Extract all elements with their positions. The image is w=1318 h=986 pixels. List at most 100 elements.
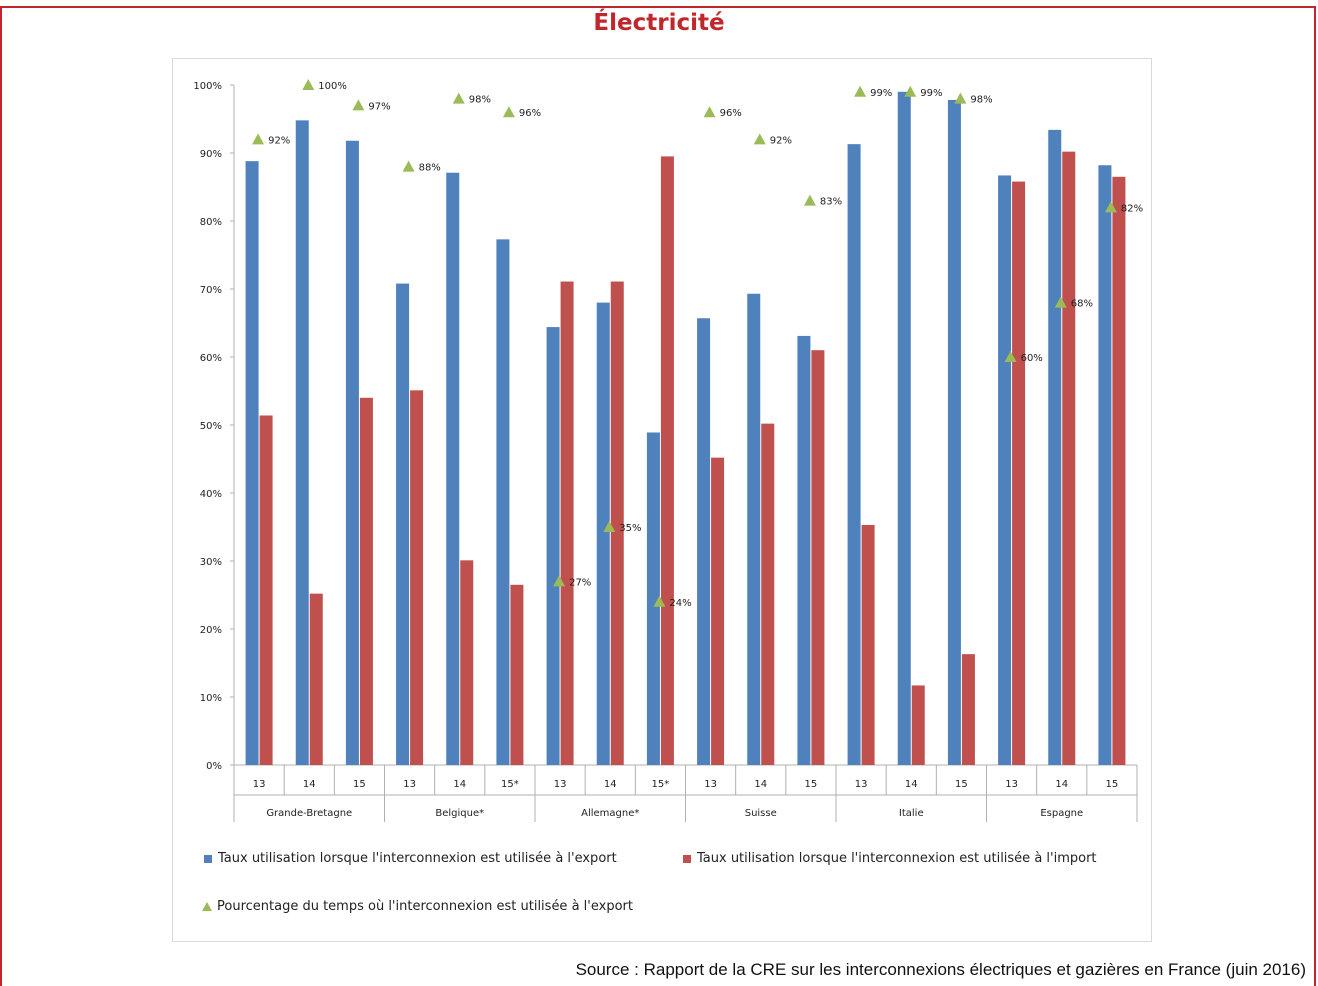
bar-export	[998, 175, 1012, 765]
marker-pct	[352, 99, 365, 111]
y-tick-label: 100%	[193, 81, 222, 92]
x-tick-label-year: 14	[1055, 779, 1068, 790]
x-tick-label-year: 14	[604, 779, 617, 790]
bar-import	[309, 593, 323, 765]
y-tick-label: 90%	[200, 149, 222, 160]
bar-import	[711, 457, 725, 765]
marker-pct	[854, 85, 867, 97]
marker-pct-label: 88%	[419, 163, 441, 174]
x-tick-label-year: 15	[805, 779, 818, 790]
marker-pct-label: 27%	[569, 577, 591, 588]
marker-pct	[302, 79, 315, 90]
marker-pct-label: 98%	[469, 95, 491, 106]
x-tick-label-year: 13	[253, 779, 266, 790]
bar-import	[1112, 176, 1126, 766]
x-tick-label-year: 15	[1106, 779, 1119, 790]
marker-pct-label: 98%	[970, 95, 992, 106]
x-group-label: Suisse	[745, 808, 777, 819]
y-tick-label: 40%	[200, 489, 222, 500]
bar-export	[897, 91, 911, 766]
marker-pct	[603, 521, 616, 532]
marker-pct-label: 68%	[1071, 299, 1093, 310]
bar-export	[1048, 129, 1062, 765]
bar-import	[510, 584, 524, 765]
legend-pct: Pourcentage du temps où l'interconnexion…	[202, 899, 633, 914]
source-note: Source : Rapport de la CRE sur les inter…	[575, 960, 1306, 979]
marker-pct	[252, 133, 265, 145]
bar-import	[610, 281, 624, 765]
bar-export	[1098, 165, 1112, 766]
x-tick-label-year: 15	[955, 779, 968, 790]
y-tick-label: 50%	[200, 421, 222, 432]
marker-pct	[1104, 201, 1117, 213]
x-group-label: Espagne	[1040, 808, 1083, 819]
x-tick-label-year: 15*	[652, 779, 670, 790]
x-group-label: Belgique*	[435, 808, 484, 819]
bar-export	[396, 283, 410, 765]
y-tick-label: 20%	[200, 625, 222, 636]
bar-export	[947, 99, 961, 765]
x-tick-label-year: 14	[754, 779, 767, 790]
bar-import	[861, 524, 875, 765]
bar-export	[446, 172, 460, 766]
marker-pct	[1004, 351, 1017, 362]
bar-import	[560, 281, 574, 765]
marker-pct	[502, 106, 515, 118]
marker-pct-label: 83%	[820, 197, 842, 208]
marker-pct-label: 82%	[1121, 203, 1143, 214]
x-tick-label-year: 14	[303, 779, 316, 790]
page-title: Électricité	[593, 10, 725, 36]
marker-pct	[954, 92, 967, 104]
bar-export	[797, 335, 811, 765]
marker-pct-label: 99%	[870, 88, 892, 99]
bar-export	[646, 432, 660, 765]
marker-pct	[753, 133, 766, 145]
x-tick-label-year: 13	[855, 779, 868, 790]
bar-import	[259, 415, 273, 765]
y-tick-label: 30%	[200, 557, 222, 568]
y-tick-label: 80%	[200, 217, 222, 228]
y-tick-label: 0%	[206, 761, 222, 772]
bar-export	[847, 144, 861, 765]
bar-import	[410, 390, 424, 765]
legend-label-import: Taux utilisation lorsque l'interconnexio…	[697, 851, 1097, 866]
x-tick-label-year: 13	[403, 779, 416, 790]
marker-pct	[904, 85, 917, 97]
marker-pct-label: 96%	[720, 108, 742, 119]
marker-pct-label: 92%	[770, 135, 792, 146]
legend-label-pct: Pourcentage du temps où l'interconnexion…	[217, 899, 633, 914]
x-tick-label-year: 13	[1005, 779, 1018, 790]
bar-import	[811, 350, 825, 765]
y-tick-label: 60%	[200, 353, 222, 364]
x-tick-label-year: 14	[905, 779, 918, 790]
marker-pct-label: 92%	[268, 135, 290, 146]
bar-export	[295, 120, 309, 766]
x-tick-label-year: 15	[353, 779, 366, 790]
bar-export	[245, 161, 259, 765]
x-group-label: Grande-Bretagne	[266, 808, 352, 819]
bar-export	[496, 239, 510, 766]
page-frame	[0, 6, 1316, 986]
x-group-label: Italie	[899, 808, 924, 819]
marker-pct-label: 97%	[368, 101, 390, 112]
y-tick-label: 70%	[200, 285, 222, 296]
bar-export	[546, 327, 560, 765]
marker-pct-label: 35%	[619, 523, 641, 534]
marker-pct	[452, 92, 465, 104]
x-group-label: Allemagne*	[581, 808, 639, 819]
bar-import	[761, 423, 775, 765]
legend-export: Taux utilisation lorsque l'interconnexio…	[204, 851, 617, 866]
marker-pct	[1054, 296, 1067, 308]
bar-export	[747, 293, 761, 765]
bar-import	[1012, 181, 1026, 765]
marker-pct-label: 24%	[669, 598, 691, 609]
bar-import	[660, 156, 674, 765]
legend-label-export: Taux utilisation lorsque l'interconnexio…	[218, 851, 617, 866]
bar-export	[596, 302, 610, 765]
bar-export	[345, 140, 359, 765]
x-tick-label-year: 14	[453, 779, 466, 790]
marker-pct	[703, 106, 716, 118]
y-tick-label: 10%	[200, 693, 222, 704]
marker-pct-label: 99%	[920, 88, 942, 99]
